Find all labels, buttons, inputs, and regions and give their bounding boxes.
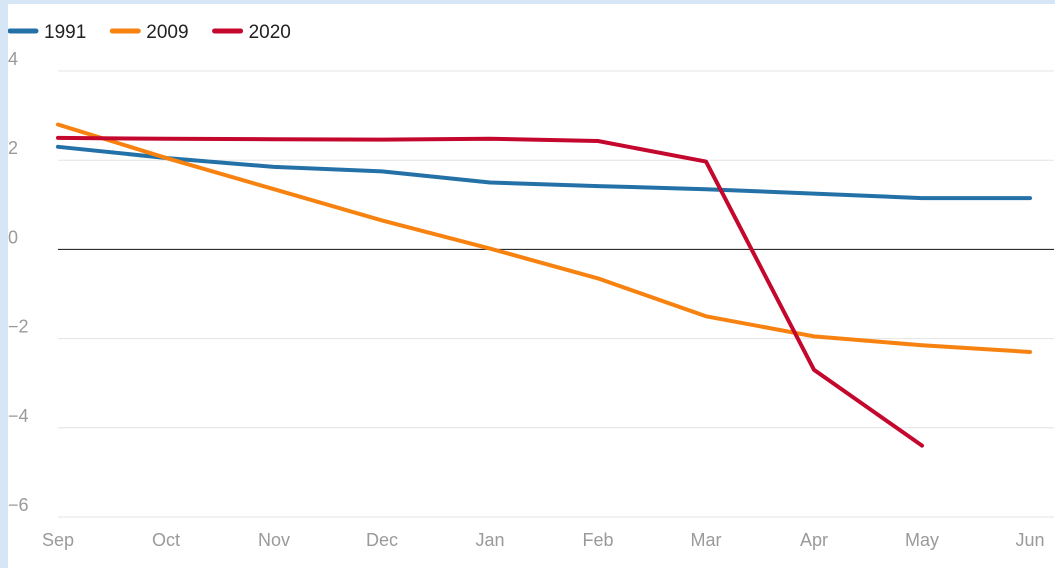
y-tick-label: −6 <box>8 495 29 515</box>
chart-frame: 4 2 0 −2 −4 −6 Sep Oct Nov Dec Jan Feb Mar Apr May Jun… <box>8 4 1055 568</box>
x-tick-label: Jun <box>1015 530 1044 550</box>
x-axis-ticks: Sep Oct Nov Dec Jan Feb Mar Apr May Jun <box>42 530 1045 550</box>
series-line-2020 <box>56 135 924 448</box>
series-line-1991 <box>56 144 1032 201</box>
x-tick-label: Nov <box>258 530 290 550</box>
x-tick-label: Apr <box>800 530 828 550</box>
legend-item-1991: 1991 <box>8 22 86 43</box>
x-tick-label: Feb <box>582 530 613 550</box>
legend-label: 2020 <box>249 22 291 43</box>
y-tick-label: 4 <box>8 49 18 69</box>
y-axis-ticks: 4 2 0 −2 −4 −6 <box>8 49 29 515</box>
legend-item-2009: 2009 <box>109 22 189 43</box>
x-tick-label: Mar <box>691 530 722 550</box>
line-chart: 4 2 0 −2 −4 −6 Sep Oct Nov Dec Jan Feb Mar Apr May Jun… <box>8 22 1054 550</box>
x-tick-label: Jan <box>475 530 504 550</box>
x-tick-label: Dec <box>366 530 398 550</box>
y-tick-label: −4 <box>8 406 29 426</box>
series-line-2009 <box>56 122 1032 354</box>
y-tick-label: 2 <box>8 138 18 158</box>
gridlines <box>58 70 1054 518</box>
legend-label: 2009 <box>146 22 188 43</box>
x-tick-label: Oct <box>152 530 180 550</box>
x-tick-label: May <box>905 530 939 550</box>
y-tick-label: 0 <box>8 227 18 247</box>
y-tick-label: −2 <box>8 317 29 337</box>
series-lines <box>56 122 1032 448</box>
legend-item-2020: 2020 <box>212 22 291 43</box>
legend: 1991 2009 2020 <box>8 22 291 43</box>
legend-label: 1991 <box>44 22 86 43</box>
x-tick-label: Sep <box>42 530 74 550</box>
